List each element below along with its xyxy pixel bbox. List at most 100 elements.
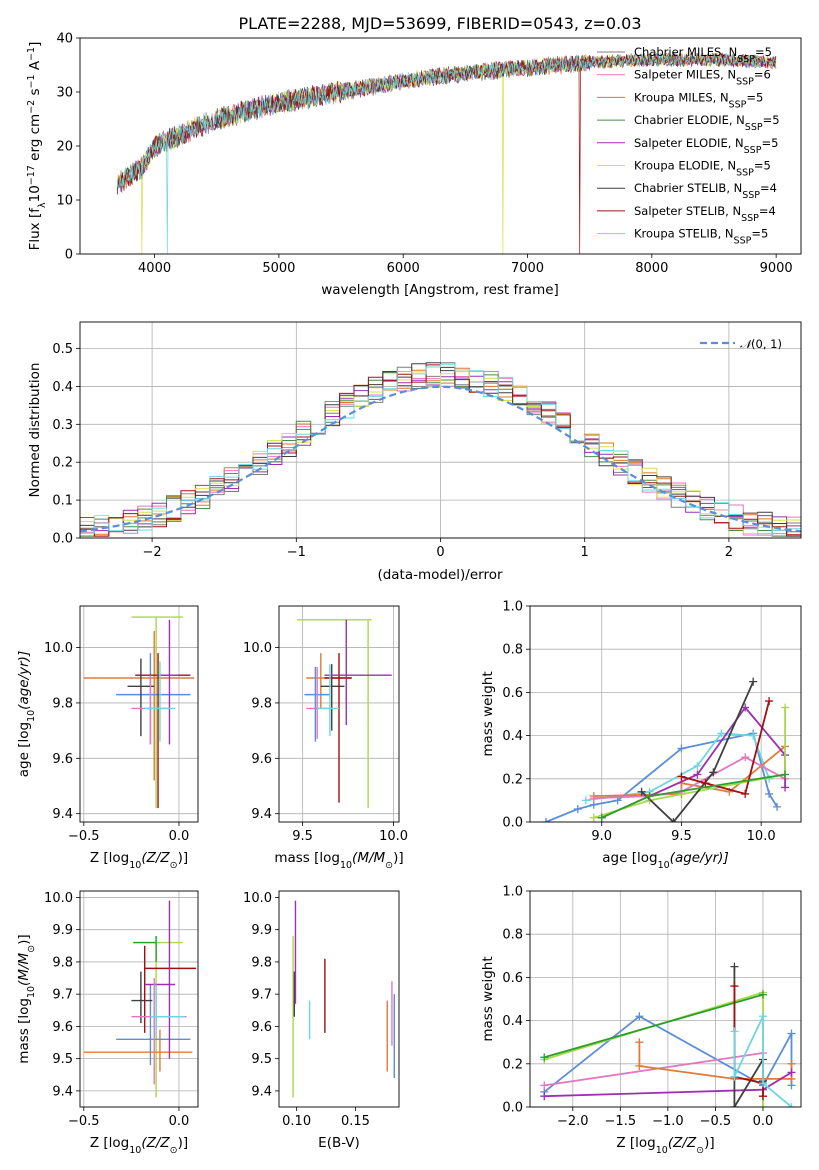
weight-series-red bbox=[681, 700, 770, 795]
x-tick-label: 6000 bbox=[387, 261, 420, 276]
y-tick-label: 10.0 bbox=[243, 641, 272, 656]
y-tick-label: 0.4 bbox=[52, 380, 73, 395]
weight-marker bbox=[589, 794, 598, 803]
weight-marker bbox=[589, 813, 598, 822]
weight-marker bbox=[773, 802, 782, 811]
errorbar-point bbox=[324, 619, 392, 726]
mass-weight-vs-age-panel: 9.0 9.5 10.0 0.0 0.2 0.4 0.6 0.8 1.0 age [log10(a… bbox=[480, 600, 802, 871]
errorbar-point bbox=[297, 619, 372, 809]
x-tick-label: 9000 bbox=[760, 261, 793, 276]
residual-histogram-panel-plot-area bbox=[80, 362, 801, 537]
x-tick-label: 0.15 bbox=[341, 1114, 370, 1129]
errorbar-point bbox=[131, 971, 153, 1024]
y-tick-label: 9.8 bbox=[52, 696, 73, 711]
residual-histogram-panel: −2 −1 0 1 2 0.0 0.1 0.2 0.3 0.4 0.5 𝒩(0, 1) (data-mo… bbox=[27, 321, 802, 583]
age-vs-mass-panel: 9.5 10.0 9.4 9.6 9.8 10.0 mass [log10(M/M⊙)] bbox=[243, 605, 408, 871]
x-axis-label: mass [log10(M/M⊙)] bbox=[274, 850, 403, 871]
weight-marker bbox=[730, 982, 739, 991]
weight-series-green bbox=[544, 993, 764, 1059]
x-tick-label: 10.0 bbox=[747, 829, 776, 844]
y-tick-label: 40 bbox=[56, 32, 73, 47]
mass-vs-metallicity-panel-frame bbox=[79, 890, 199, 1108]
y-tick-label: 9.4 bbox=[52, 1084, 73, 1099]
mass-weight-vs-metallicity-panel-ticks: −2.0 −1.5 −1.0 −0.5 0.0 0.0 0.2 0.4 0.6 0.8 1.0 bbox=[502, 885, 773, 1130]
y-tick-label: 0.8 bbox=[502, 643, 523, 658]
mass-vs-extinction-panel-plot-area bbox=[292, 900, 395, 1098]
weight-marker bbox=[709, 768, 718, 777]
weight-series-purple bbox=[601, 706, 786, 819]
weight-marker bbox=[701, 779, 710, 788]
legend-entry: Salpeter MILES, NSSP=6 bbox=[634, 68, 771, 88]
mass-vs-metallicity-panel-ticks: −0.5 0.0 9.4 9.5 9.6 9.7 9.8 9.9 10.0 bbox=[44, 891, 189, 1129]
histogram-series-kroupa_elodie bbox=[80, 369, 801, 534]
y-tick-label: 9.7 bbox=[251, 988, 272, 1003]
weight-marker bbox=[781, 783, 790, 792]
weight-marker bbox=[693, 761, 702, 770]
y-tick-label: 10 bbox=[56, 194, 73, 209]
y-tick-label: 9.6 bbox=[52, 752, 73, 767]
weight-marker bbox=[540, 1053, 549, 1062]
weight-series-pink bbox=[544, 1052, 764, 1087]
y-tick-label: 0.4 bbox=[502, 729, 523, 744]
y-tick-label: 0.6 bbox=[502, 971, 523, 986]
y-tick-label: 0.5 bbox=[52, 342, 73, 357]
errorbar-point bbox=[83, 630, 195, 781]
y-tick-label: 0 bbox=[65, 248, 73, 263]
x-tick-label: 0.10 bbox=[282, 1114, 311, 1129]
y-axis-label: mass weight bbox=[480, 671, 496, 756]
y-tick-label: 30 bbox=[56, 86, 73, 101]
mass-weight-vs-age-panel-plot-area bbox=[541, 677, 790, 822]
weight-marker bbox=[645, 792, 654, 801]
mass-vs-extinction-panel: 0.10 0.15 9.4 9.5 9.6 9.7 9.8 9.9 10.0 E(B-V) bbox=[243, 890, 400, 1151]
mass-vs-metallicity-panel-plot-area bbox=[83, 900, 197, 1098]
x-tick-label: 0.0 bbox=[753, 1114, 774, 1129]
x-axis-label: wavelength [Angstrom, rest frame] bbox=[321, 282, 559, 298]
y-tick-label: 9.6 bbox=[52, 1020, 73, 1035]
y-tick-label: 9.5 bbox=[52, 1052, 73, 1067]
x-tick-label: 2 bbox=[725, 545, 733, 560]
legend-entry: Kroupa STELIB, NSSP=5 bbox=[634, 227, 768, 247]
spectrum-panel-frame bbox=[79, 37, 802, 255]
x-axis-label: E(B-V) bbox=[318, 1135, 360, 1151]
chart-title: PLATE=2288, MJD=53699, FIBERID=0543, z=0… bbox=[238, 14, 641, 33]
y-tick-label: 9.8 bbox=[251, 955, 272, 970]
x-tick-label: 0.0 bbox=[169, 1114, 190, 1129]
x-tick-label: −0.5 bbox=[68, 1114, 100, 1129]
weight-series-blue bbox=[545, 732, 778, 822]
y-tick-label: 10.0 bbox=[44, 891, 73, 906]
y-tick-label: 9.9 bbox=[251, 923, 272, 938]
x-tick-label: 9.5 bbox=[292, 829, 313, 844]
normal-curve bbox=[80, 385, 801, 533]
legend-entry: Kroupa ELODIE, NSSP=5 bbox=[634, 159, 771, 179]
weight-marker bbox=[677, 744, 686, 753]
weight-marker bbox=[758, 990, 767, 999]
errorbar-point bbox=[150, 984, 185, 1037]
weight-marker bbox=[597, 813, 606, 822]
weight-marker bbox=[749, 731, 758, 740]
x-tick-label: 9.0 bbox=[591, 829, 612, 844]
weight-marker bbox=[637, 787, 646, 796]
y-tick-label: 9.4 bbox=[52, 807, 73, 822]
age-vs-mass-panel-plot-area bbox=[297, 619, 392, 809]
weight-marker bbox=[758, 1092, 767, 1101]
legend-entry: 𝒩(0, 1) bbox=[740, 337, 782, 351]
mass-weight-vs-age-panel-ticks: 9.0 9.5 10.0 0.0 0.2 0.4 0.6 0.8 1.0 bbox=[502, 600, 775, 845]
y-tick-label: 1.0 bbox=[502, 885, 523, 900]
weight-marker bbox=[677, 772, 686, 781]
y-tick-label: 9.6 bbox=[251, 1020, 272, 1035]
y-tick-label: 0.1 bbox=[52, 494, 73, 509]
mass-weight-vs-metallicity-panel: −2.0 −1.5 −1.0 −0.5 0.0 0.0 0.2 0.4 0.6 0.8 1.0 Z [… bbox=[480, 885, 802, 1156]
weight-marker bbox=[581, 796, 590, 805]
y-tick-label: 0.2 bbox=[502, 772, 523, 787]
mass-vs-extinction-panel-ticks: 0.10 0.15 9.4 9.5 9.6 9.7 9.8 9.9 10.0 bbox=[243, 891, 370, 1129]
errorbar-point bbox=[306, 653, 352, 709]
weight-series-cyan bbox=[585, 732, 770, 802]
y-tick-label: 9.4 bbox=[251, 1084, 272, 1099]
residual-histogram-panel-frame bbox=[79, 321, 802, 539]
y-axis-label: Flux [fλ10−17 erg cm−2 s−1 A−1] bbox=[26, 42, 48, 251]
legend-entry: Salpeter ELODIE, NSSP=5 bbox=[634, 136, 778, 156]
y-axis-label: age [log10(age/yr)] bbox=[16, 651, 37, 777]
residual-histogram-panel-ticks: −2 −1 0 1 2 0.0 0.1 0.2 0.3 0.4 0.5 bbox=[52, 342, 733, 560]
y-tick-label: 0.0 bbox=[52, 532, 73, 547]
